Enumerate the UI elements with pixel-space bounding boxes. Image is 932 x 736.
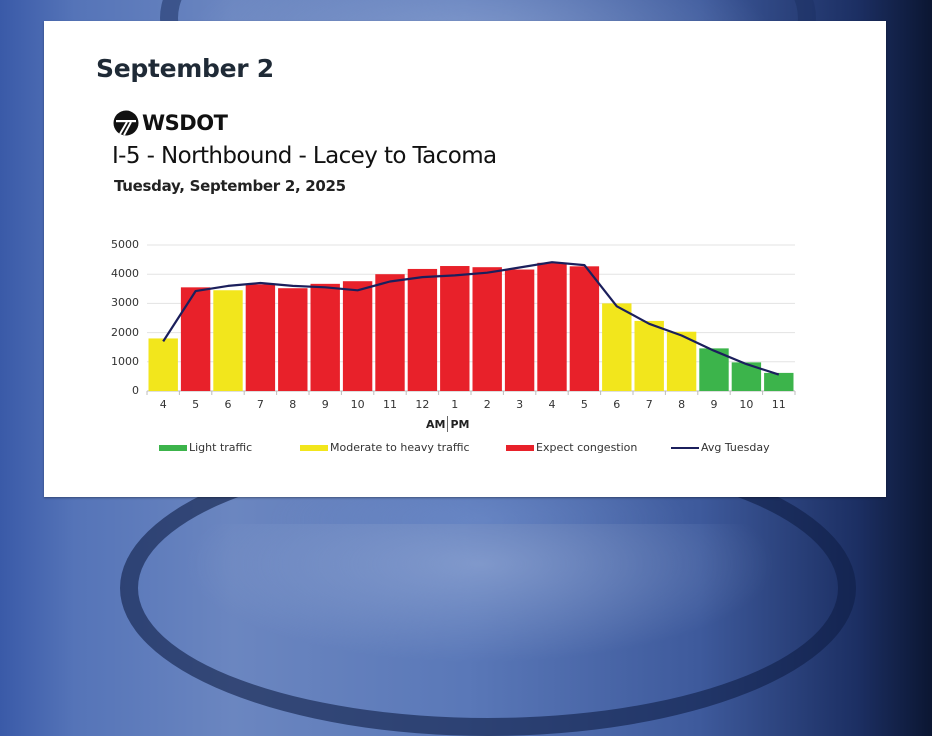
traffic-bar (440, 266, 470, 391)
y-tick-label: 2000 (111, 325, 139, 339)
x-tick-label: 7 (645, 398, 653, 411)
traffic-bar (310, 283, 340, 391)
traffic-bar (148, 338, 178, 391)
avg-tuesday-line (162, 261, 780, 376)
traffic-bar (407, 268, 438, 391)
am-label: AM (426, 417, 446, 431)
x-tick-label: 11 (383, 398, 397, 411)
x-tick-label: 7 (256, 398, 264, 411)
traffic-bar (342, 281, 373, 391)
x-tick-label: 8 (678, 398, 686, 411)
traffic-bar (569, 266, 600, 391)
x-tick-label: 12 (415, 398, 430, 411)
x-tick-label: 6 (224, 398, 232, 411)
legend-swatch-congestion (506, 444, 534, 451)
legend-light: Light traffic (159, 441, 252, 454)
x-tick-label: 3 (516, 398, 524, 411)
traffic-bar (245, 284, 276, 391)
legend-swatch-light (159, 444, 187, 451)
x-tick-label: 4 (159, 398, 167, 411)
x-tick-label: 10 (350, 398, 365, 411)
y-tick-label: 0 (132, 384, 139, 397)
traffic-bar (472, 267, 502, 391)
legend-swatch-moderate (300, 444, 328, 451)
traffic-bar (375, 274, 405, 391)
content-panel: September 2 WSDOT I-5 - Northbound - Lac… (44, 21, 886, 497)
traffic-bar (634, 320, 664, 391)
legend-swatch-avg-line (671, 446, 699, 449)
traffic-chart (146, 244, 796, 395)
y-tick-label: 5000 (111, 238, 139, 251)
x-tick-label: 4 (548, 398, 556, 411)
legend-label: Avg Tuesday (701, 441, 770, 454)
legend-avg-tuesday: Avg Tuesday (671, 441, 770, 454)
x-tick-label: 11 (771, 398, 786, 411)
page-title: September 2 (96, 54, 274, 83)
traffic-bar (213, 290, 243, 391)
x-tick-label: 1 (451, 398, 459, 411)
x-tick-label: 9 (321, 398, 329, 411)
x-tick-label: 9 (710, 398, 718, 411)
x-tick-label: 5 (192, 398, 200, 411)
traffic-bar (764, 372, 794, 391)
wsdot-emblem-icon (113, 110, 139, 136)
x-tick-label: 5 (580, 398, 588, 411)
y-tick-label: 4000 (111, 267, 139, 281)
chart-subtitle: Tuesday, September 2, 2025 (114, 177, 346, 195)
x-tick-label: 10 (739, 398, 754, 411)
chart-title: I-5 - Northbound - Lacey to Tacoma (112, 143, 497, 169)
legend-label: Light traffic (189, 441, 253, 454)
legend-congestion: Expect congestion (506, 441, 637, 454)
traffic-bar (278, 288, 308, 391)
wsdot-logo: WSDOT (113, 110, 228, 136)
am-pm-divider: AM PM (426, 416, 469, 432)
wsdot-logo-text: WSDOT (142, 111, 228, 135)
traffic-bar (180, 287, 211, 391)
legend-label: Moderate to heavy traffic (330, 441, 470, 454)
y-tick-label: 3000 (111, 296, 139, 310)
x-tick-label: 8 (289, 398, 297, 411)
y-tick-label: 1000 (111, 354, 139, 368)
legend-label: Expect congestion (536, 441, 638, 454)
pm-label: PM (450, 417, 470, 431)
legend-moderate: Moderate to heavy traffic (300, 441, 470, 454)
traffic-bar (666, 331, 697, 391)
am-pm-separator (447, 416, 449, 432)
traffic-bar (504, 269, 535, 391)
x-tick-label: 6 (613, 398, 621, 411)
traffic-bar (602, 303, 632, 391)
traffic-bar (537, 262, 567, 391)
x-tick-label: 2 (483, 398, 491, 411)
